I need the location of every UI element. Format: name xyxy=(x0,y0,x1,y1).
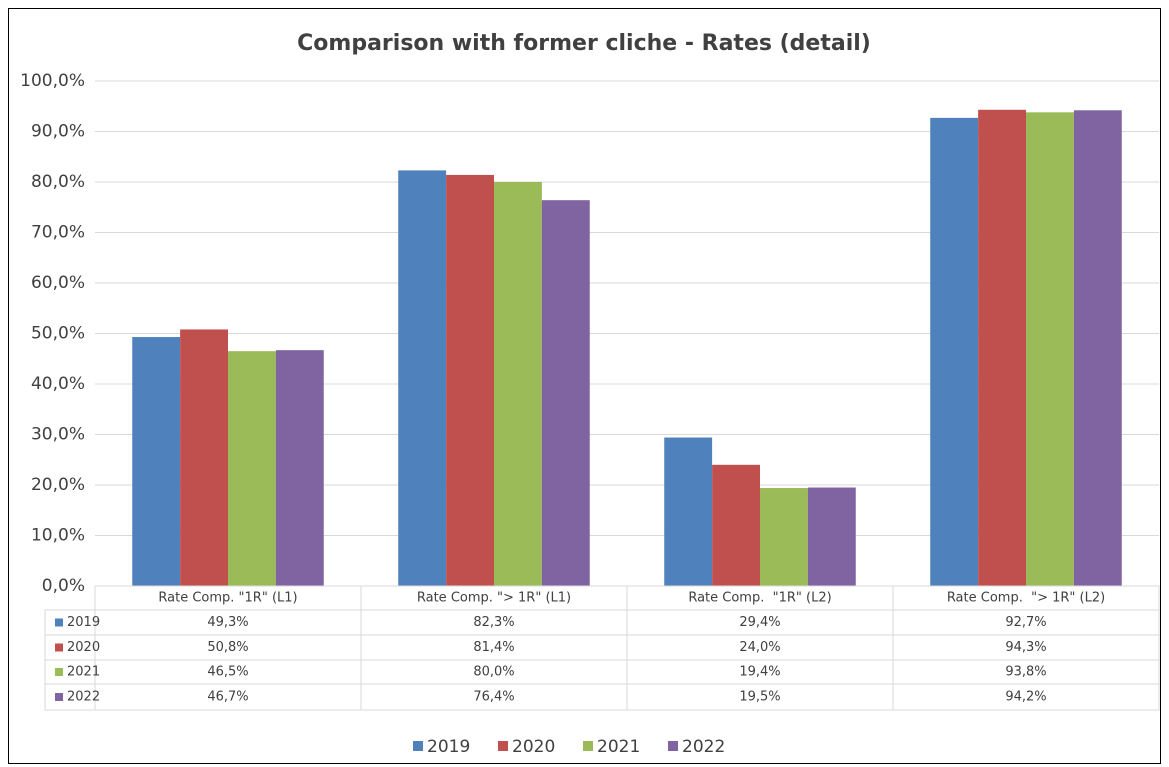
y-tick-label: 10,0% xyxy=(31,526,85,546)
chart-title: Comparison with former cliche - Rates (d… xyxy=(297,31,871,56)
table-series-name: 2022 xyxy=(67,690,100,705)
bar xyxy=(1026,112,1074,586)
legend-label: 2021 xyxy=(597,737,640,757)
data-label: 94,3% xyxy=(1005,640,1046,655)
x-tick-label: Rate Comp. "1R" (L1) xyxy=(158,591,297,606)
y-tick-label: 70,0% xyxy=(31,223,85,243)
legend-key xyxy=(668,741,678,751)
data-label: 94,2% xyxy=(1005,690,1046,705)
bar xyxy=(978,109,1026,586)
bar xyxy=(541,200,590,586)
bar xyxy=(446,174,494,586)
legend-key xyxy=(55,693,63,701)
data-label: 46,5% xyxy=(207,665,248,680)
bar xyxy=(760,488,808,586)
x-tick-label: Rate Comp. "> 1R" (L2) xyxy=(947,591,1105,606)
y-tick-label: 100,0% xyxy=(20,71,85,91)
legend-key xyxy=(55,618,63,627)
y-tick-label: 30,0% xyxy=(31,425,85,445)
bar xyxy=(807,487,856,586)
data-label: 76,4% xyxy=(473,690,514,705)
y-tick-label: 20,0% xyxy=(31,475,85,495)
data-label: 82,3% xyxy=(473,615,514,630)
legend-key xyxy=(55,643,63,652)
data-label: 46,7% xyxy=(207,690,248,705)
data-label: 24,0% xyxy=(739,640,780,655)
table-series-name: 2021 xyxy=(67,665,100,680)
bar xyxy=(1073,110,1122,586)
data-label: 29,4% xyxy=(739,615,780,630)
data-label: 19,5% xyxy=(739,690,780,705)
bar xyxy=(180,329,228,586)
bar xyxy=(398,170,447,586)
bar xyxy=(664,437,713,586)
data-label: 80,0% xyxy=(473,665,514,680)
x-tick-label: Rate Comp. "> 1R" (L1) xyxy=(417,591,571,606)
y-tick-label: 50,0% xyxy=(31,324,85,344)
data-label: 92,7% xyxy=(1005,615,1046,630)
legend-key xyxy=(55,668,63,676)
legend-key xyxy=(413,741,423,751)
data-label: 49,3% xyxy=(207,615,248,630)
y-tick-label: 60,0% xyxy=(31,273,85,293)
bar xyxy=(712,464,760,586)
table-series-name: 2020 xyxy=(67,640,100,655)
data-label: 19,4% xyxy=(739,665,780,680)
data-label: 93,8% xyxy=(1005,665,1046,680)
bar xyxy=(275,350,324,586)
y-tick-label: 90,0% xyxy=(31,122,85,142)
y-tick-label: 0,0% xyxy=(42,576,85,596)
table-series-name: 2019 xyxy=(67,615,100,630)
legend-label: 2020 xyxy=(512,737,555,757)
legend-key xyxy=(583,741,593,751)
x-tick-label: Rate Comp. "1R" (L2) xyxy=(688,591,831,606)
y-tick-label: 40,0% xyxy=(31,374,85,394)
legend-label: 2022 xyxy=(682,737,725,757)
bar xyxy=(228,351,276,586)
data-label: 81,4% xyxy=(473,640,514,655)
bar xyxy=(494,182,542,586)
bar xyxy=(132,337,181,586)
bar xyxy=(930,117,979,587)
y-tick-label: 80,0% xyxy=(31,172,85,192)
legend-key xyxy=(498,741,508,751)
data-label: 50,8% xyxy=(207,640,248,655)
legend-label: 2019 xyxy=(427,737,470,757)
